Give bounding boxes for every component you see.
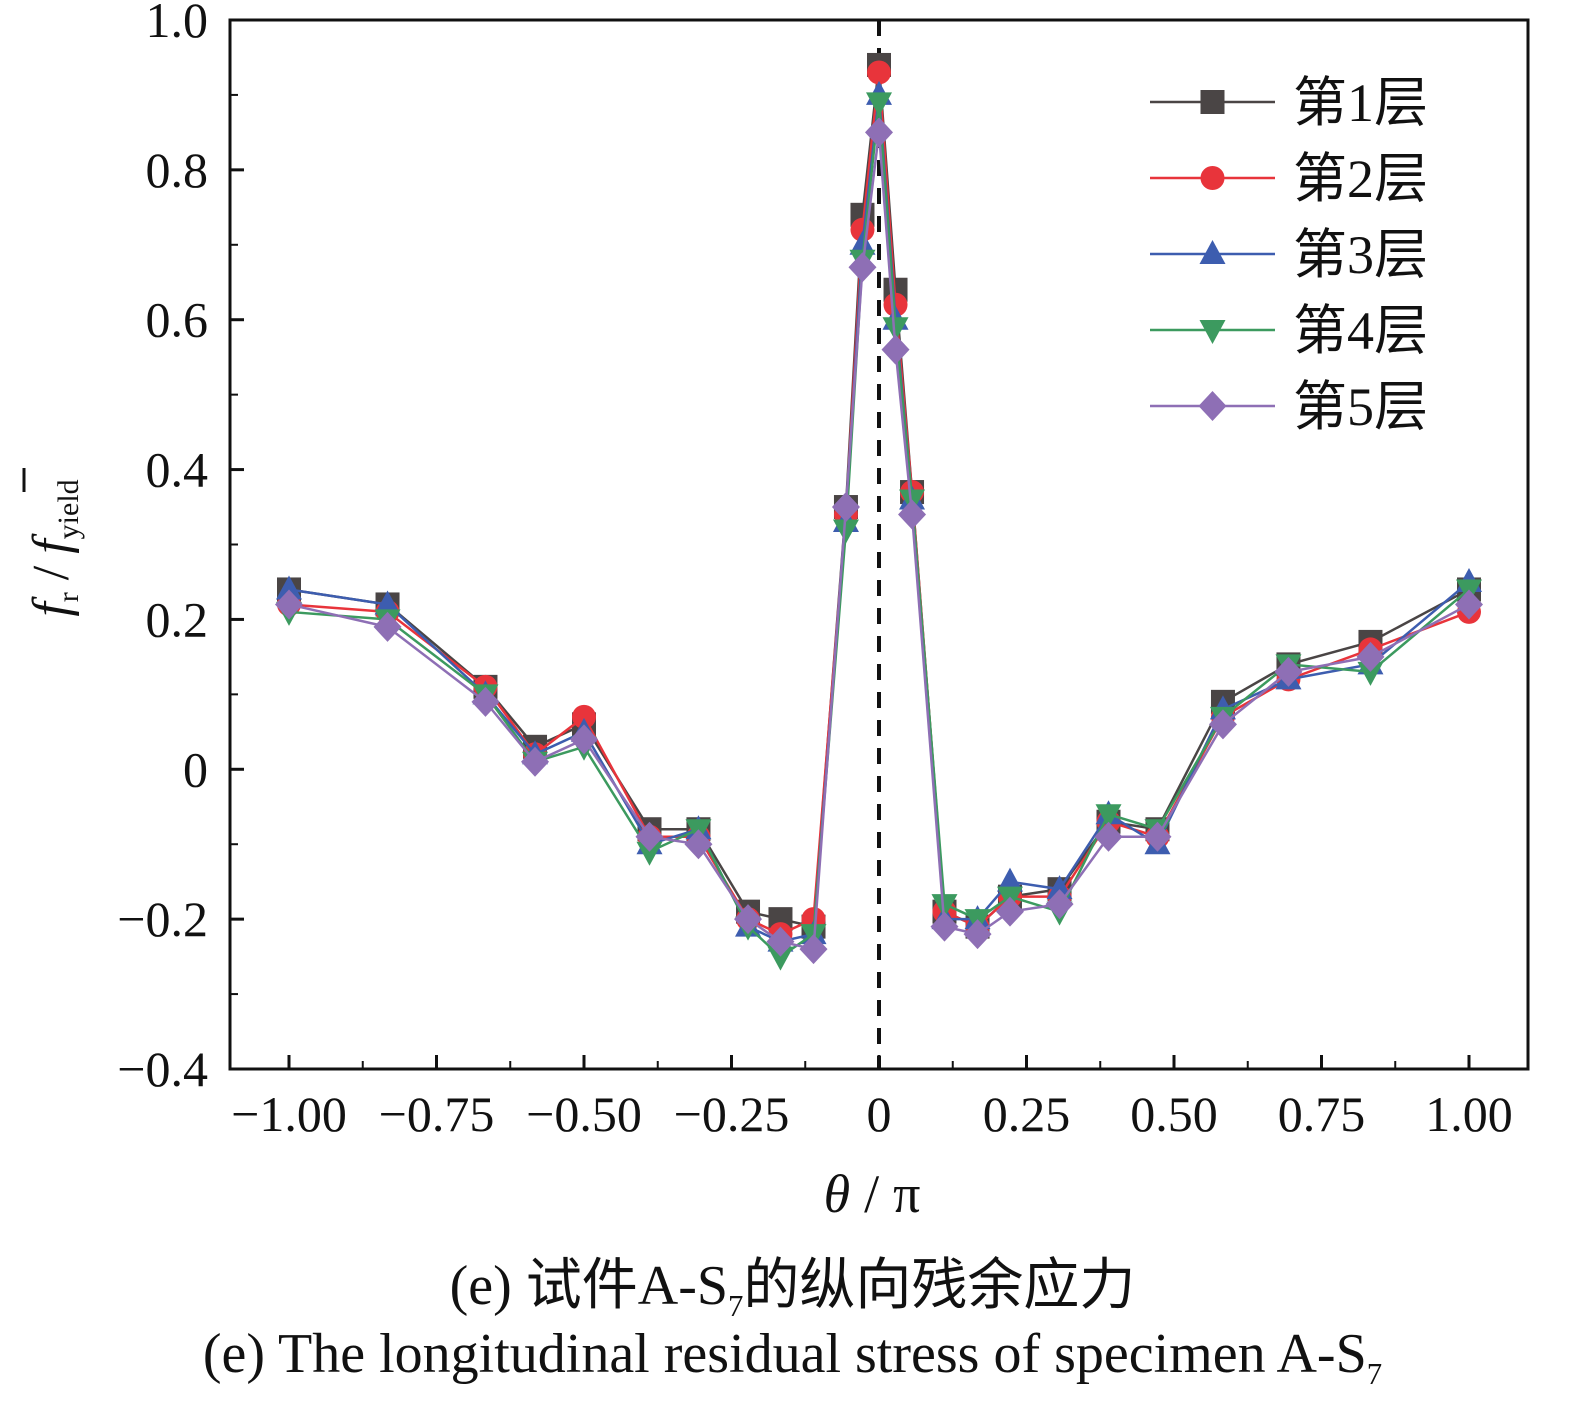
data-point (374, 590, 401, 615)
x-axis-label: θ / π (824, 1164, 921, 1224)
y-axis-ticks: −0.4 −0.2 0 0.2 0.4 0.6 0.8 1.0 (117, 0, 244, 1097)
data-point (767, 946, 794, 971)
legend-label: 第1层 (1293, 73, 1428, 133)
legend-marker (1200, 90, 1225, 114)
y-tick-label: 0.2 (146, 591, 209, 647)
y-tick-label: −0.2 (117, 891, 208, 947)
y-tick-label: 1.0 (146, 0, 209, 48)
data-point (635, 821, 664, 852)
data-point (1094, 821, 1123, 852)
data-point (848, 252, 877, 283)
y-axis-label-group: fr/fyield (22, 468, 85, 617)
y-tick-label: 0.4 (146, 442, 209, 498)
x-tick-label: 0.50 (1130, 1086, 1218, 1142)
data-point (1208, 709, 1237, 740)
x-axis-ticks: −1.00 −0.75 −0.50 −0.25 0 0.25 0.50 0.75 1.00 (231, 1055, 1513, 1142)
y-tick-label: 0 (183, 741, 208, 797)
data-point (931, 894, 958, 919)
caption-english: (e) The longitudinal residual stress of … (0, 1322, 1585, 1392)
legend-marker (1199, 320, 1226, 344)
data-point (866, 92, 892, 117)
data-point (1455, 589, 1483, 620)
data-point (849, 230, 876, 255)
series-5 (275, 117, 1483, 965)
y-tick-label: 0.8 (146, 142, 209, 198)
legend-label: 第3层 (1293, 225, 1428, 285)
x-tick-label: −0.75 (379, 1086, 495, 1142)
data-point (766, 926, 795, 957)
x-tick-label: −0.50 (526, 1086, 642, 1142)
caption-english-prefix: (e) The longitudinal residual stress of … (202, 1323, 1367, 1385)
y-axis-label-denominator-sub: yield (52, 479, 85, 539)
data-point (1357, 661, 1384, 686)
data-point (996, 867, 1023, 892)
caption-english-subscript: 7 (1366, 1357, 1383, 1392)
caption-chinese: (e) 试件A-S7的纵向残余应力 (0, 1240, 1585, 1324)
legend-marker (1200, 166, 1225, 190)
y-axis-label-numerator-sub: r (52, 592, 85, 602)
caption-chinese-suffix: 的纵向残余应力 (743, 1255, 1136, 1317)
data-point (572, 704, 596, 729)
data-point (832, 519, 859, 544)
data-point (1274, 656, 1303, 687)
data-point (734, 904, 763, 935)
data-point (521, 746, 550, 777)
data-point (865, 117, 893, 148)
legend-marker (1198, 391, 1227, 421)
legend-label: 第2层 (1293, 149, 1428, 209)
data-point (275, 589, 303, 620)
data-point (373, 611, 402, 642)
series-group (275, 52, 1483, 971)
y-axis-label: fr/fyield (23, 479, 85, 616)
x-tick-label: −0.25 (674, 1086, 790, 1142)
chart: −1.00 −0.75 −0.50 −0.25 0 0.25 0.50 0.75 1.00 −0… (22, 0, 1530, 1224)
series-3 (276, 80, 1482, 952)
data-point (276, 575, 302, 600)
data-point (881, 334, 910, 365)
y-tick-label: −0.4 (117, 1041, 208, 1097)
legend-item: 第4层 (1150, 301, 1428, 361)
data-point (1356, 641, 1385, 672)
x-tick-label: 0.75 (1278, 1086, 1366, 1142)
data-point (1095, 804, 1122, 829)
y-tick-label: 0.6 (146, 292, 209, 348)
data-point (898, 499, 927, 530)
data-point (867, 60, 891, 85)
x-tick-label: 0 (867, 1086, 892, 1142)
x-tick-label: 1.00 (1425, 1086, 1513, 1142)
caption-chinese-subscript: 7 (727, 1289, 744, 1324)
data-point (636, 841, 663, 866)
x-tick-label: −1.00 (231, 1086, 347, 1142)
legend-item: 第2层 (1150, 149, 1428, 209)
data-point (570, 724, 598, 755)
data-point (1045, 889, 1074, 920)
data-point (799, 934, 828, 965)
x-tick-label: 0.25 (983, 1086, 1071, 1142)
legend-item: 第3层 (1150, 225, 1428, 285)
data-point (930, 911, 959, 942)
legend-item: 第5层 (1150, 377, 1428, 437)
legend-label: 第4层 (1293, 301, 1428, 361)
legend-item: 第1层 (1150, 73, 1428, 133)
data-point (831, 492, 860, 523)
data-point (882, 317, 909, 342)
data-point (471, 686, 500, 717)
x-axis-label-unit: π (893, 1164, 920, 1224)
data-point (1143, 821, 1172, 852)
legend-label: 第5层 (1293, 377, 1428, 437)
data-point (963, 919, 992, 950)
legend-marker (1199, 240, 1226, 264)
data-point (995, 896, 1024, 927)
caption-chinese-prefix: (e) 试件A-S (449, 1255, 728, 1317)
data-point (684, 829, 713, 860)
x-axis-label-symbol: θ (824, 1164, 851, 1224)
